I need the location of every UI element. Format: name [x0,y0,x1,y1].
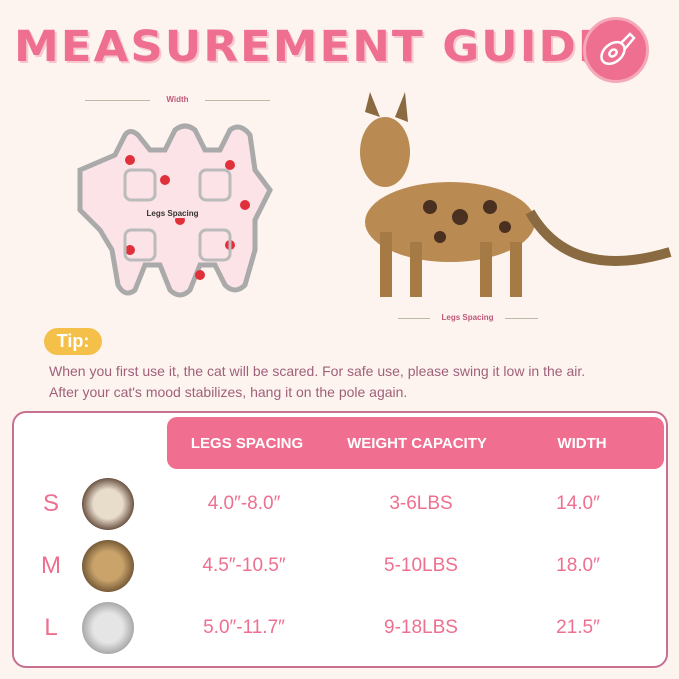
garment-legs-spacing-label: Legs Spacing [135,209,210,218]
legs-spacing-value: 4.0″-8.0″ [207,493,281,514]
weight-value: 9-18LBS [384,617,458,638]
garment-image [77,123,273,298]
cat-thumbnail [82,478,134,530]
cat-thumbnail [82,602,134,654]
cat-legs-spacing-label: Legs Spacing [430,313,505,322]
weight-value: 5-10LBS [384,555,458,576]
tip-text: When you first use it, the cat will be s… [49,363,586,400]
table-row: M 4.5″-10.5″ 5-10LBS 18.0″ [14,535,666,597]
width-label: Width [150,95,205,104]
table-row: S 4.0″-8.0″ 3-6LBS 14.0″ [14,473,666,535]
size-label: L [44,614,58,641]
measuring-tape-icon [583,17,649,83]
width-value: 14.0″ [556,493,600,514]
legs-spacing-value: 4.5″-10.5″ [202,555,286,576]
page-title: MEASUREMENT GUIDE [14,21,611,72]
size-label: M [41,552,61,579]
header-legs-spacing: LEGS SPACING [190,434,304,452]
table-header: LEGS SPACING WEIGHT CAPACITY WIDTH [167,417,664,469]
width-value: 18.0″ [556,555,600,576]
size-table: LEGS SPACING WEIGHT CAPACITY WIDTH S 4.0… [12,411,668,668]
weight-value: 3-6LBS [389,493,453,514]
cat-photo [360,92,672,297]
header-width: WIDTH [557,434,607,452]
size-label: S [42,490,59,517]
header-weight-capacity: WEIGHT CAPACITY [347,434,487,452]
cat-thumbnail [82,540,134,592]
legs-spacing-value: 5.0″-11.7″ [203,617,285,638]
table-row: L 5.0″-11.7″ 9-18LBS 21.5″ [14,597,666,659]
width-value: 21.5″ [556,617,600,638]
tip-badge: Tip: [44,328,102,355]
